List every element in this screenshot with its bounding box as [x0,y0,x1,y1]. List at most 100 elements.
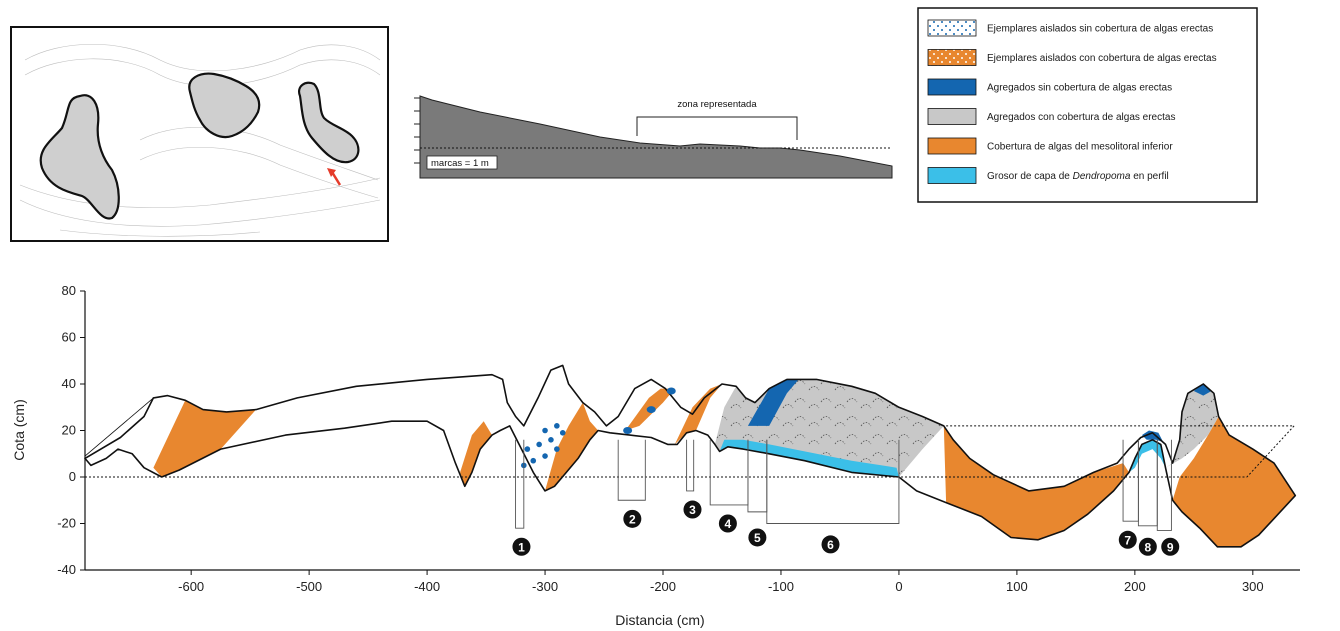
markers-layer: 1 2 3 4 5 6 7 8 9 [512,500,1180,556]
specimen-aggregate [646,406,656,414]
legend-swatch-ejemplares-sin-algas [927,19,977,37]
marker-label-1: 1 [518,540,525,554]
marker-2 [623,509,642,528]
x-tick-label: 0 [895,579,902,594]
profile-outline [84,364,1297,548]
zone-cobertura-mesolitoral [943,425,1129,540]
x-tick-label: -100 [768,579,794,594]
legend-label-grosor-capa: Grosor de capa de Dendropoma en perfil [987,171,1169,182]
zone-capa-dendropoma [1129,439,1166,473]
profile-inset: zona representada marcas = 1 m [414,95,893,179]
marker-label-4: 4 [725,517,732,531]
legend-swatch-grosor-capa [927,167,977,184]
legend-label-cobertura-mesolitoral: Cobertura de algas del mesolitoral infer… [987,142,1173,153]
measurement-bracket-3 [686,439,695,492]
x-tick-label: -200 [650,579,676,594]
isolated-specimen [530,457,537,464]
y-axis-title: Cota (cm) [11,399,27,460]
left-slope-line [84,397,154,457]
x-tick-label: -500 [296,579,322,594]
specimen-aggregate [666,387,676,395]
arrowhead-icon [327,168,336,177]
isolated-specimen [542,427,548,434]
legend-swatch-agregados-con-algas [927,108,977,125]
zone-capa-dendropoma [719,439,899,477]
zone-label: zona representada [677,99,757,110]
marker-7 [1118,530,1137,549]
marker-3 [683,500,702,519]
zone-cobertura-mesolitoral [1172,416,1296,547]
marker-label-6: 6 [827,538,834,552]
zone-cobertura-mesolitoral [674,384,722,445]
legend-swatch-agregados-sin-algas [927,78,977,96]
y-tick-label: -40 [57,562,76,577]
zone-agregados-sin-algas [1193,384,1212,396]
marker-label-8: 8 [1144,540,1151,554]
profile-scale-ticks [414,97,420,164]
zone-cobertura-mesolitoral [545,402,599,491]
marker-6 [821,535,840,554]
zone-bracket [636,116,798,140]
legend: Ejemplares aislados sin cobertura de alg… [917,7,1258,203]
marker-5 [748,528,767,547]
y-tick-label: 20 [62,423,76,438]
dotted-reference-box [946,425,1296,478]
measurement-bracket-1 [515,439,525,529]
legend-label-ejemplares-sin-algas: Ejemplares aislados sin cobertura de alg… [987,24,1213,35]
zone-agregados-sin-algas [1141,430,1164,443]
marker-label-9: 9 [1167,540,1174,554]
x-tick-label: -400 [414,579,440,594]
zone-cobertura-mesolitoral [153,400,256,477]
marker-4 [718,514,737,533]
measurement-bracket-7 [1122,439,1139,522]
isolated-specimen [536,441,542,448]
marker-label-7: 7 [1124,533,1131,547]
map-islets [39,72,360,220]
map-inset [10,26,389,242]
legend-label-agregados-sin-algas: Agregados sin cobertura de algas erectas [987,83,1172,94]
isolated-specimen [554,423,560,429]
x-tick-label: -600 [178,579,204,594]
legend-label-ejemplares-con-algas: Ejemplares aislados con cobertura de alg… [987,53,1217,64]
zone-cobertura-mesolitoral [460,421,492,487]
y-tick-label: 60 [62,330,76,345]
scale-label: marcas = 1 m [431,158,489,169]
y-tick-label: 0 [69,469,76,484]
zones-layer [153,379,1296,547]
x-tick-label: 200 [1124,579,1146,594]
x-tick-label: 300 [1242,579,1264,594]
legend-label-agregados-con-algas: Agregados con cobertura de algas erectas [987,112,1175,123]
isolated-specimen [548,437,554,443]
isolated-specimen [524,446,531,452]
profile-layer [84,364,1297,548]
isolated-specimen [542,453,548,459]
marker-label-3: 3 [689,503,696,517]
x-tick-label: -300 [532,579,558,594]
marker-8 [1138,537,1157,556]
isolated-specimen [554,446,560,452]
profile-area [419,95,893,179]
y-tick-label: 80 [62,283,76,298]
arrow-up-left-icon [330,171,342,186]
specimens-layer [521,387,676,469]
zone-agregados-sin-algas [747,379,799,426]
specimen-aggregate [623,427,633,434]
brackets-layer [515,439,1172,531]
legend-swatch-ejemplares-con-algas [927,49,977,66]
y-tick-label: 40 [62,376,76,391]
measurement-bracket-2 [617,439,646,501]
map-contours [19,43,381,237]
y-tick-label: -20 [57,516,76,531]
x-tick-label: 100 [1006,579,1028,594]
marker-9 [1161,537,1180,556]
marker-1 [512,537,531,556]
legend-swatch-cobertura-mesolitoral [927,137,977,155]
x-axis-title: Distancia (cm) [615,612,704,628]
marker-label-2: 2 [629,512,636,526]
marker-label-5: 5 [754,531,761,545]
scale-label-box [426,155,498,170]
